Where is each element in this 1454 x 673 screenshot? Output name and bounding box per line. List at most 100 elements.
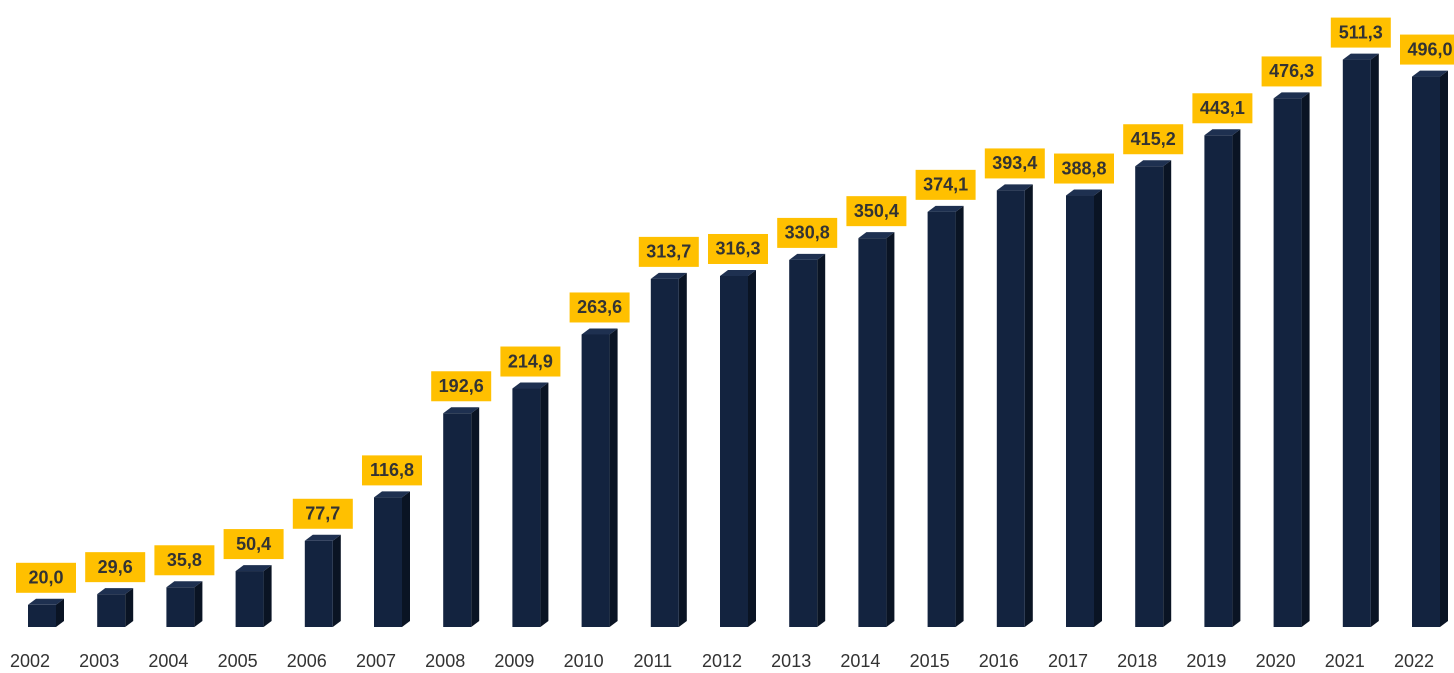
value-label-box xyxy=(1330,17,1391,48)
value-label-box xyxy=(915,169,976,200)
value-label: 77,7 xyxy=(305,504,340,524)
x-tick-label: 2006 xyxy=(287,651,327,671)
bar-side xyxy=(194,581,203,627)
value-label: 443,1 xyxy=(1200,98,1245,118)
bar-top xyxy=(858,232,895,239)
bar-side xyxy=(1163,160,1172,628)
bar-side xyxy=(125,588,134,627)
bar-side xyxy=(263,565,272,627)
value-label: 116,8 xyxy=(370,460,414,480)
x-tick-label: 2012 xyxy=(702,651,742,671)
value-label-box xyxy=(1192,93,1253,124)
bar-top xyxy=(1412,70,1448,77)
x-tick-label: 2015 xyxy=(910,651,950,671)
bar xyxy=(443,413,472,627)
bar-top xyxy=(166,581,203,588)
bar-side xyxy=(886,232,895,627)
bar xyxy=(789,259,818,627)
bar-side xyxy=(1232,129,1241,627)
value-label-box xyxy=(846,196,907,227)
value-label: 35,8 xyxy=(167,550,202,570)
bar xyxy=(304,540,333,627)
bar xyxy=(1135,166,1164,628)
bar-top xyxy=(1273,92,1310,99)
bar-top xyxy=(443,407,480,414)
bar-top xyxy=(512,382,549,389)
x-tick-label: 2011 xyxy=(633,651,672,671)
value-label-box xyxy=(154,545,215,576)
bar-side xyxy=(817,253,826,627)
bar-top xyxy=(927,205,964,212)
value-label: 316,3 xyxy=(715,239,760,259)
bar-side xyxy=(1094,189,1102,627)
value-label: 313,7 xyxy=(646,242,691,262)
x-tick-label: 2019 xyxy=(1186,651,1226,671)
bar-side xyxy=(678,272,687,627)
bar-side xyxy=(609,328,618,627)
bar-top xyxy=(374,491,410,498)
value-label: 192,6 xyxy=(439,376,484,396)
bar xyxy=(720,275,748,627)
bar-side xyxy=(1024,184,1033,628)
bar xyxy=(927,211,956,627)
value-label-box xyxy=(1054,153,1114,184)
value-label-box xyxy=(984,148,1045,179)
bar-top xyxy=(97,588,134,595)
bar-side xyxy=(540,382,549,627)
bar xyxy=(1204,135,1233,627)
value-label: 263,6 xyxy=(577,297,622,317)
value-label-box xyxy=(500,346,561,377)
value-label: 388,8 xyxy=(1061,158,1106,178)
bar-top xyxy=(235,565,272,572)
bar-side xyxy=(1440,70,1448,628)
value-label: 393,4 xyxy=(992,153,1037,173)
bar xyxy=(996,190,1025,628)
value-label: 214,9 xyxy=(508,351,553,371)
value-label-box xyxy=(223,529,284,560)
bar xyxy=(166,587,195,627)
bar-side xyxy=(1370,53,1379,627)
bar xyxy=(1273,98,1302,627)
x-tick-label: 2017 xyxy=(1048,651,1088,671)
x-tick-label: 2018 xyxy=(1117,651,1157,671)
bar-side xyxy=(332,534,341,627)
x-tick-label: 2013 xyxy=(771,651,811,671)
bar xyxy=(28,604,56,627)
value-label: 374,1 xyxy=(923,175,968,195)
bar xyxy=(235,571,264,627)
bar-top xyxy=(1342,53,1379,60)
bar xyxy=(650,278,679,627)
value-label-box xyxy=(1123,124,1184,155)
x-tick-label: 2021 xyxy=(1325,651,1365,671)
bar-top xyxy=(1066,189,1102,196)
bar-top xyxy=(720,269,756,276)
bar-top xyxy=(789,253,826,260)
bar-side xyxy=(402,491,410,627)
bar xyxy=(858,238,887,627)
value-label-box xyxy=(362,455,422,486)
value-label: 415,2 xyxy=(1131,129,1176,149)
x-tick-label: 2022 xyxy=(1394,651,1434,671)
bar-top xyxy=(650,272,687,279)
bar-side xyxy=(471,407,480,627)
bar-top xyxy=(1135,160,1172,167)
value-label-box xyxy=(1400,34,1454,65)
bar-side xyxy=(1301,92,1310,627)
bar-top xyxy=(1204,129,1241,136)
value-label-box xyxy=(569,292,630,323)
bar xyxy=(1066,195,1094,627)
x-tick-label: 2004 xyxy=(148,651,188,671)
bar xyxy=(97,594,126,627)
x-tick-label: 2003 xyxy=(79,651,119,671)
value-label-box xyxy=(85,552,146,583)
bar xyxy=(512,388,541,627)
x-tick-label: 2007 xyxy=(356,651,396,671)
bar-side xyxy=(955,205,964,627)
value-label: 330,8 xyxy=(785,223,830,243)
value-label: 29,6 xyxy=(98,557,133,577)
bar-top xyxy=(28,598,64,605)
value-label: 496,0 xyxy=(1407,39,1452,59)
bar-side xyxy=(56,598,64,627)
x-tick-label: 2008 xyxy=(425,651,465,671)
